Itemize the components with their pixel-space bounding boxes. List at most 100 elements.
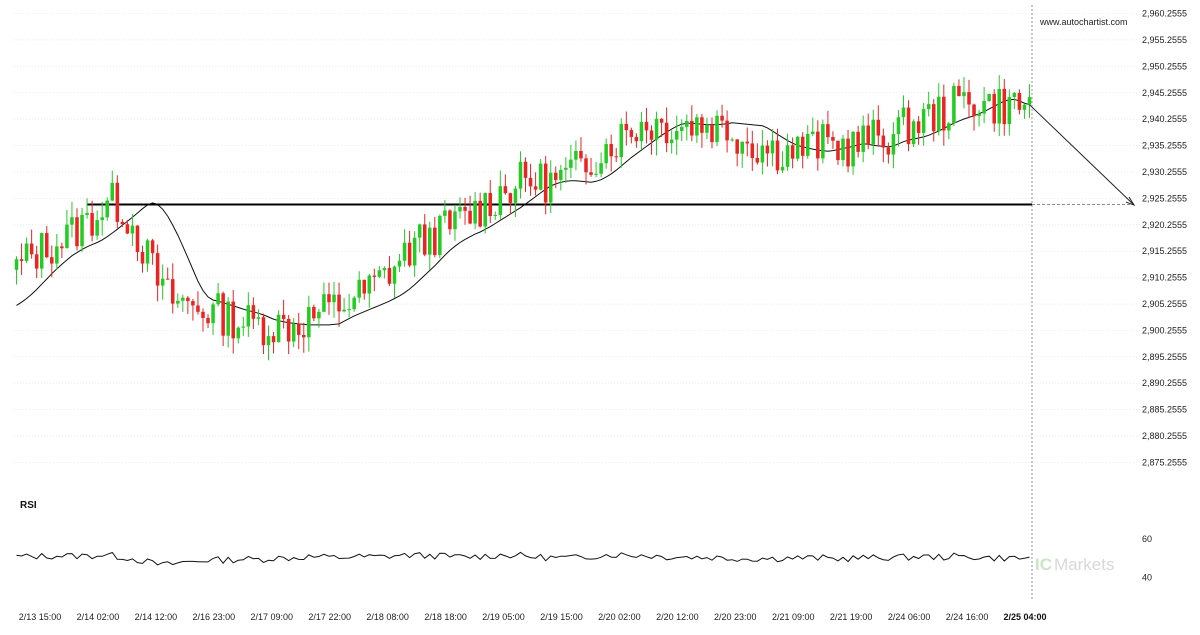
candle-body bbox=[871, 119, 876, 145]
candle-body bbox=[765, 145, 770, 154]
candle-body bbox=[377, 270, 382, 277]
candle-body bbox=[120, 221, 125, 225]
candle-body bbox=[942, 96, 946, 131]
candle-body bbox=[231, 301, 235, 339]
candle-body bbox=[221, 293, 225, 336]
candle-body bbox=[669, 139, 674, 144]
candle-body bbox=[473, 200, 477, 224]
candle-body bbox=[1022, 104, 1027, 110]
candle-body bbox=[760, 145, 765, 163]
candle-body bbox=[816, 131, 820, 159]
brand-logo: IC Markets bbox=[1035, 555, 1114, 574]
brand-prefix: IC bbox=[1035, 555, 1052, 574]
candle-body bbox=[715, 115, 719, 143]
candle-body bbox=[206, 317, 210, 324]
candle-body bbox=[982, 100, 986, 114]
candle-body bbox=[624, 123, 629, 131]
candle-body bbox=[957, 85, 961, 97]
candle-body bbox=[226, 301, 230, 336]
candle-body bbox=[513, 188, 518, 203]
candle-body bbox=[125, 224, 130, 234]
candle-body bbox=[1017, 92, 1022, 110]
candle-body bbox=[488, 193, 493, 216]
candle-body bbox=[407, 242, 412, 266]
brand-suffix: Markets bbox=[1054, 555, 1114, 574]
candle-body bbox=[821, 124, 825, 159]
y-tick-label: 2,915.2555 bbox=[1142, 246, 1187, 256]
candle-body bbox=[392, 266, 397, 284]
candle-body bbox=[1012, 92, 1017, 98]
candle-body bbox=[735, 139, 739, 154]
x-tick-label: 2/20 12:00 bbox=[656, 612, 699, 622]
candle-body bbox=[181, 297, 185, 301]
candle-body bbox=[397, 260, 402, 267]
x-tick-label: 2/16 23:00 bbox=[193, 612, 236, 622]
forecast-arrow bbox=[1029, 104, 1135, 206]
candle-body bbox=[155, 253, 160, 286]
x-tick-label: 2/17 22:00 bbox=[308, 612, 351, 622]
candle-body bbox=[528, 177, 533, 187]
candle-body bbox=[105, 200, 109, 218]
candle-body bbox=[856, 131, 860, 152]
candle-body bbox=[574, 150, 578, 160]
candle-body bbox=[191, 301, 195, 306]
candle-body bbox=[710, 125, 714, 143]
candle-body bbox=[241, 326, 246, 328]
candle-body bbox=[755, 157, 760, 163]
x-tick-label: 2/14 12:00 bbox=[135, 612, 178, 622]
candle-body bbox=[826, 124, 830, 138]
candle-body bbox=[100, 217, 104, 221]
candle-body bbox=[276, 314, 281, 343]
candle-body bbox=[891, 134, 896, 155]
candle-body bbox=[216, 293, 220, 305]
y-tick-label: 2,955.2555 bbox=[1142, 35, 1187, 45]
candle-body bbox=[483, 193, 487, 227]
candle-body bbox=[962, 92, 966, 97]
candle-body bbox=[740, 141, 744, 154]
candle-body bbox=[14, 259, 19, 270]
candle-body bbox=[503, 186, 508, 194]
x-tick-label: 2/24 16:00 bbox=[946, 612, 989, 622]
candle-body bbox=[594, 173, 598, 175]
candle-body bbox=[29, 243, 34, 255]
candle-body bbox=[337, 294, 341, 312]
y-tick-label: 2,885.2555 bbox=[1142, 405, 1187, 415]
candle-body bbox=[140, 252, 145, 264]
candle-body bbox=[750, 143, 755, 158]
candle-body bbox=[770, 140, 775, 154]
candle-body bbox=[322, 294, 326, 312]
x-tick-label: 2/21 09:00 bbox=[772, 612, 815, 622]
candle-body bbox=[357, 279, 361, 298]
candle-body bbox=[679, 126, 684, 131]
y-tick-label: 2,880.2555 bbox=[1142, 431, 1187, 441]
candle-body bbox=[438, 215, 442, 255]
candle-body bbox=[700, 117, 704, 133]
candle-body bbox=[916, 121, 921, 133]
candle-body bbox=[186, 297, 190, 302]
x-tick-label: 2/13 15:00 bbox=[19, 612, 62, 622]
candle-body bbox=[412, 237, 417, 266]
candle-body bbox=[266, 336, 271, 346]
candle-body bbox=[367, 275, 372, 294]
candle-body bbox=[836, 140, 840, 161]
candle-body bbox=[614, 156, 618, 158]
candle-body bbox=[382, 268, 387, 271]
candle-body bbox=[291, 323, 296, 342]
candle-body bbox=[327, 294, 331, 303]
x-tick-label: 2/21 19:00 bbox=[830, 612, 873, 622]
y-tick-label: 2,900.2555 bbox=[1142, 325, 1187, 335]
moving-average-line bbox=[16, 98, 1030, 326]
candle-body bbox=[150, 240, 155, 254]
candle-body bbox=[498, 186, 503, 215]
candle-body bbox=[95, 220, 99, 236]
candle-body bbox=[19, 259, 24, 261]
candle-body bbox=[493, 214, 498, 216]
candle-body bbox=[236, 327, 241, 339]
candle-body bbox=[90, 213, 94, 236]
candle-body bbox=[372, 275, 377, 277]
candle-body bbox=[881, 135, 886, 148]
candle-body bbox=[508, 193, 513, 203]
candle-body bbox=[70, 217, 74, 225]
candle-body bbox=[286, 318, 291, 342]
